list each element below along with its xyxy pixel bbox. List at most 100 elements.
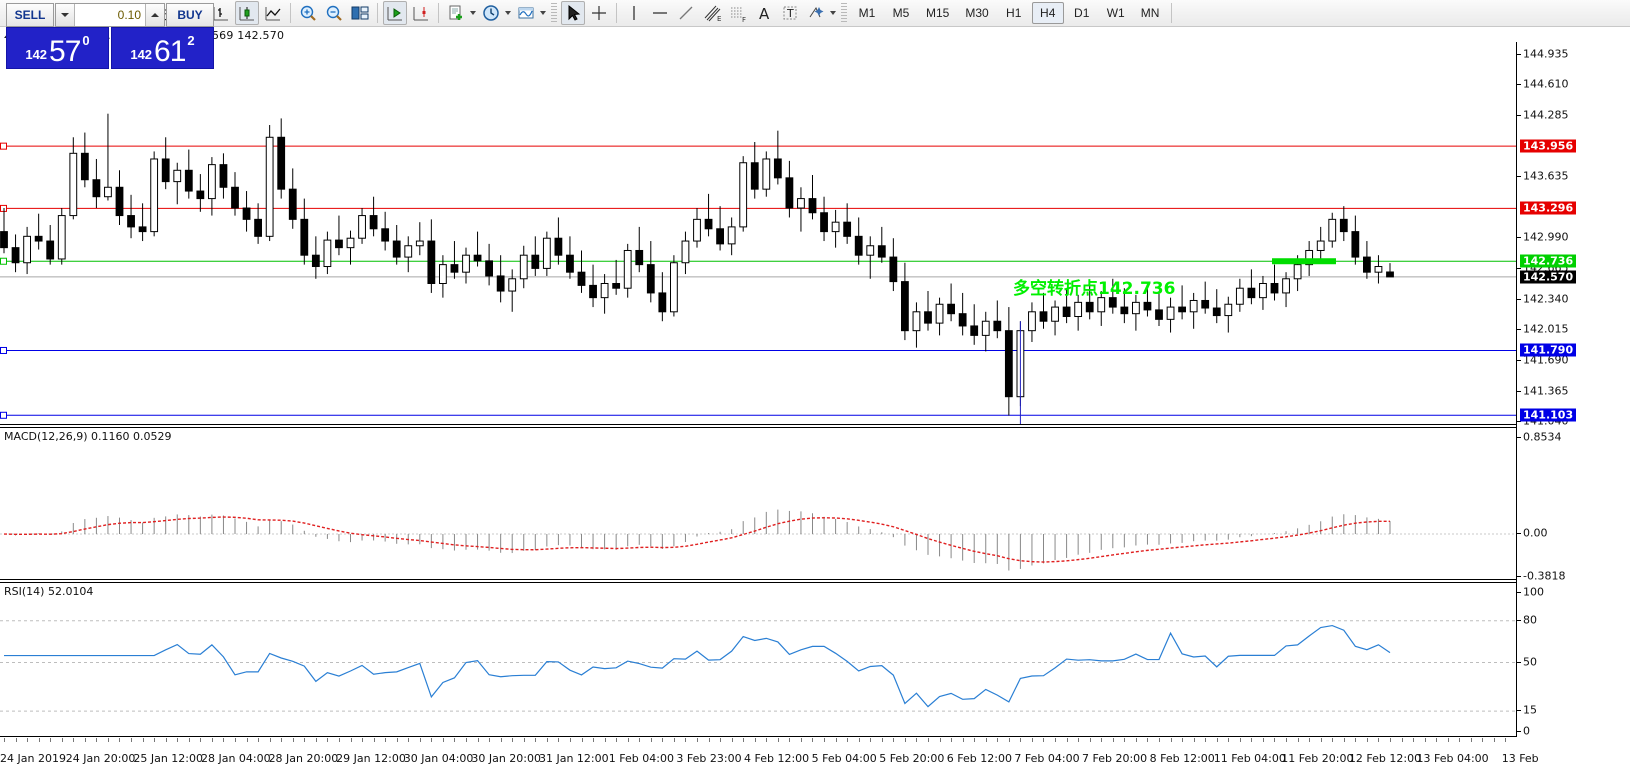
template-dropdown-caret[interactable] [470,11,477,15]
time-tick [974,738,975,742]
bar-chart-icon[interactable] [209,1,233,25]
time-axis-label: 7 Feb 04:00 [1014,752,1080,765]
channel-icon[interactable]: E [700,1,724,25]
macd-chart-canvas[interactable] [0,428,1516,580]
price-chart-canvas[interactable] [0,42,1516,425]
time-tick [709,738,710,742]
price-axis[interactable]: 144.935 144.610 144.285 143.635 142.990 142.6… [1516,42,1630,738]
axis-tick [1517,329,1521,331]
timeframe-w1[interactable]: W1 [1106,6,1125,20]
cursor-icon[interactable] [561,1,586,25]
clock-icon[interactable] [479,1,503,25]
timeframe-m1[interactable]: M1 [858,6,876,20]
time-tick [1194,738,1195,742]
indicators-dropdown-caret[interactable] [540,11,547,15]
rsi-pane[interactable]: RSI(14) 52.0104 [0,582,1516,737]
price-level-badge[interactable]: 143.956 [1520,139,1577,153]
price-axis-label: 142.990 [1523,230,1569,244]
time-tick [1471,738,1472,742]
time-tick [351,738,352,742]
timeframe-h1[interactable]: H1 [1006,6,1022,20]
axis-tick [1517,533,1521,535]
price-pane[interactable]: 多空转折点142.736 [0,42,1516,425]
timeframe-mn[interactable]: MN [1140,6,1160,20]
macd-label: MACD(12,26,9) 0.1160 0.0529 [4,430,172,443]
zoom-out-icon[interactable] [322,1,346,25]
time-tick [119,738,120,742]
time-tick [420,738,421,742]
vertical-line-icon[interactable] [622,1,646,25]
timeframe-m30[interactable]: M30 [965,6,989,20]
axis-tick [1517,53,1521,55]
candlestick-chart-icon[interactable] [235,1,260,25]
toolbar-grip-3[interactable] [841,3,848,23]
fibonacci-icon[interactable]: F [726,1,750,25]
text-a-icon[interactable]: A [752,1,776,25]
crosshair-icon[interactable] [587,1,611,25]
time-axis-label: 24 Jan 20:00 [65,752,136,765]
chevron-up-icon [151,13,159,17]
time-tick [212,738,213,742]
price-level-badge[interactable]: 142.570 [1520,270,1577,284]
rsi-chart-canvas[interactable] [0,583,1516,737]
zoom-in-icon[interactable] [296,1,320,25]
time-tick [166,738,167,742]
time-tick [454,738,455,742]
toolbar-grip-2[interactable] [551,3,558,23]
time-tick [1274,738,1275,742]
time-tick [177,738,178,742]
volume-dropdown-button[interactable] [56,4,75,26]
time-axis-label: 7 Feb 20:00 [1082,752,1148,765]
periodicity-dropdown-caret[interactable] [505,11,512,15]
template-icon[interactable] [444,1,468,25]
macd-pane[interactable]: MACD(12,26,9) 0.1160 0.0529 [0,427,1516,580]
horizontal-line-icon[interactable] [648,1,672,25]
time-tick [85,738,86,742]
chart-area: 多空转折点142.736 MACD(12,26,9) 0.1160 0.0529… [0,42,1630,776]
buy-price-display[interactable]: 142 61 2 [111,27,214,69]
rsi-axis-label: 100 [1523,585,1544,599]
turning-point-annotation: 多空转折点142.736 [1013,279,1176,299]
time-tick [39,738,40,742]
price-level-badge[interactable]: 143.296 [1520,201,1577,215]
timeframe-h4[interactable]: H4 [1031,2,1064,24]
price-level-badge[interactable]: 141.790 [1520,343,1577,357]
volume-increment-button[interactable] [145,4,164,26]
time-tick [1171,738,1172,742]
time-tick [547,738,548,742]
volume-value[interactable]: 0.10 [117,8,141,22]
price-axis-label: 142.340 [1523,292,1569,306]
text-box-icon[interactable]: T [778,1,802,25]
time-tick [1286,738,1287,742]
timeframe-d1[interactable]: D1 [1074,6,1090,20]
one-click-trading-panel[interactable]: SELL 0.10 BUY 142 57 0 [6,3,214,69]
sell-button[interactable]: SELL [6,3,54,27]
sell-price-display[interactable]: 142 57 0 [6,27,109,69]
timeframe-m15[interactable]: M15 [926,6,950,20]
trendline-icon[interactable] [674,1,698,25]
time-tick [1182,738,1183,742]
auto-scroll-icon[interactable] [383,1,408,25]
objects-icon[interactable] [804,1,828,25]
time-tick [1101,738,1102,742]
tile-windows-icon[interactable] [348,1,372,25]
objects-dropdown-caret[interactable] [830,11,837,15]
macd-axis-label: 0.00 [1523,526,1548,540]
time-tick [951,738,952,742]
chart-shift-icon[interactable] [409,1,433,25]
price-level-badge[interactable]: 142.736 [1520,254,1577,268]
line-chart-icon[interactable] [261,1,285,25]
time-axis-label: 4 Feb 12:00 [744,752,810,765]
toolbar-sep-5 [1171,3,1173,23]
price-level-badge[interactable]: 141.103 [1520,408,1577,422]
time-tick [859,738,860,742]
volume-stepper[interactable]: 0.10 [55,3,165,27]
timeframe-m5[interactable]: M5 [892,6,910,20]
svg-text:A: A [759,5,770,23]
macd-axis-label: 0.8534 [1523,430,1562,444]
time-tick [50,738,51,742]
indicators-icon[interactable] [514,1,538,25]
rsi-axis-label: 15 [1523,703,1537,717]
svg-text:T: T [786,7,794,20]
buy-button[interactable]: BUY [166,3,214,27]
